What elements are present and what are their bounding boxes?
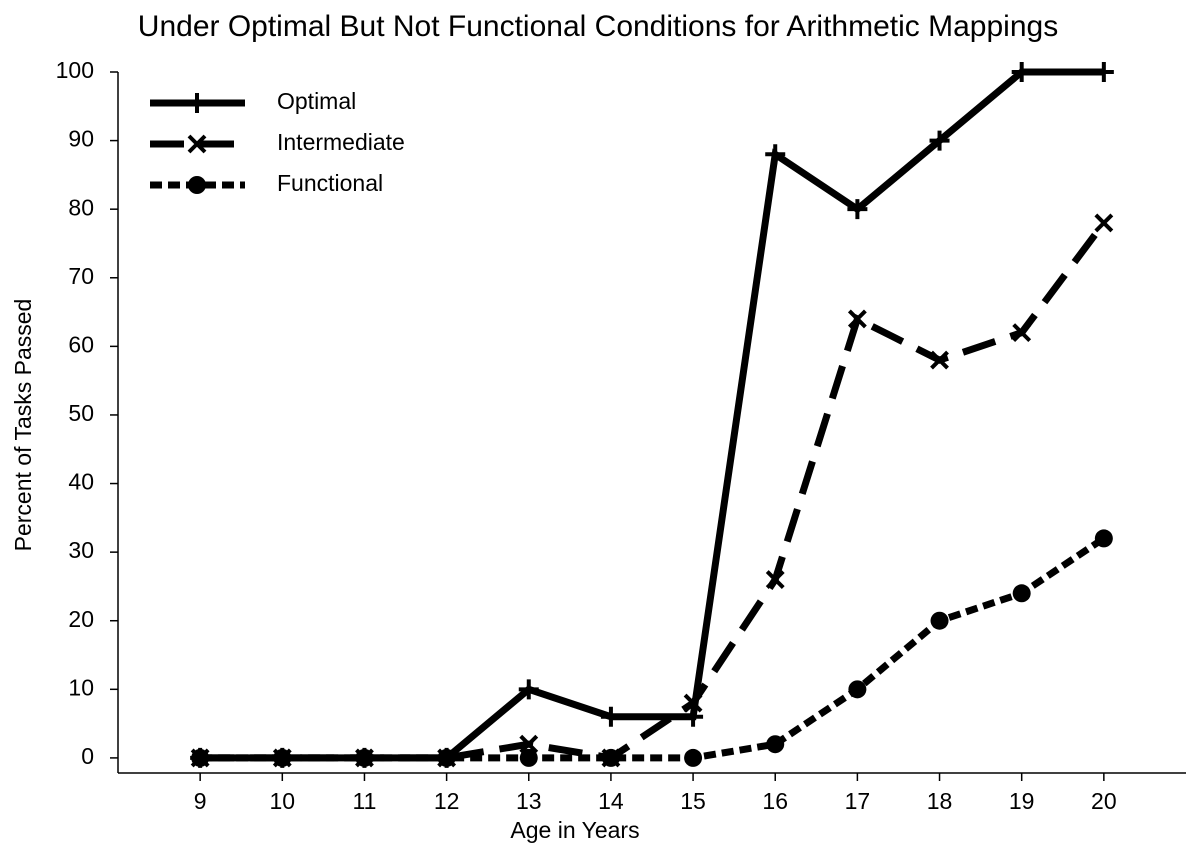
chart-title: Under Optimal But Not Functional Conditi… xyxy=(138,10,1058,43)
x-tick-label: 14 xyxy=(598,788,624,814)
point xyxy=(765,570,785,589)
x-tick-label: 10 xyxy=(270,788,296,814)
x-tick-label: 20 xyxy=(1091,788,1117,814)
point xyxy=(273,748,292,767)
y-tick-label: 0 xyxy=(81,743,94,769)
y-tick-label: 20 xyxy=(68,606,94,632)
point xyxy=(847,199,868,220)
point xyxy=(1011,62,1032,82)
y-axis-label: Percent of Tasks Passed xyxy=(10,299,36,552)
y-tick-label: 10 xyxy=(68,674,94,700)
point xyxy=(848,680,867,699)
legend-marker xyxy=(188,176,206,194)
point xyxy=(519,748,538,767)
y-tick-label: 60 xyxy=(68,331,94,357)
point xyxy=(437,748,456,767)
x-tick-label: 16 xyxy=(762,788,788,814)
x-tick-label: 11 xyxy=(353,788,377,814)
point xyxy=(1094,213,1114,233)
x-tick-label: 17 xyxy=(845,788,871,814)
point xyxy=(765,144,786,165)
point xyxy=(766,735,785,754)
legend-label: Intermediate xyxy=(277,129,405,155)
point xyxy=(930,350,949,370)
point xyxy=(683,693,703,713)
y-tick-label: 50 xyxy=(68,400,94,426)
point xyxy=(1094,529,1113,548)
x-tick-label: 18 xyxy=(927,788,953,814)
legend-marker xyxy=(187,93,207,113)
point xyxy=(683,706,704,727)
x-tick-label: 15 xyxy=(680,788,706,814)
point xyxy=(600,706,621,727)
legend-label: Functional xyxy=(277,170,383,196)
y-tick-label: 80 xyxy=(68,194,94,220)
y-tick-label: 90 xyxy=(68,126,94,152)
series-line xyxy=(200,220,1107,762)
point xyxy=(847,309,867,329)
point xyxy=(191,748,210,767)
point xyxy=(929,130,950,151)
point xyxy=(1093,62,1114,82)
legend-label: Optimal xyxy=(277,88,356,114)
legend-marker xyxy=(187,134,207,154)
y-tick-label: 40 xyxy=(68,469,94,495)
x-tick-label: 19 xyxy=(1009,788,1035,814)
point xyxy=(518,679,539,700)
point xyxy=(930,611,949,630)
x-tick-label: 12 xyxy=(434,788,460,814)
point xyxy=(601,748,620,767)
y-tick-label: 100 xyxy=(56,57,94,83)
point xyxy=(519,734,539,754)
x-axis-label: Age in Years xyxy=(510,817,639,843)
point xyxy=(684,748,703,767)
x-tick-label: 13 xyxy=(516,788,542,814)
point xyxy=(1012,584,1031,603)
point xyxy=(1012,323,1032,343)
series-line xyxy=(200,535,1106,762)
x-tick-label: 9 xyxy=(194,788,207,814)
y-tick-label: 30 xyxy=(68,537,94,563)
y-tick-label: 70 xyxy=(68,263,94,289)
point xyxy=(355,748,374,767)
